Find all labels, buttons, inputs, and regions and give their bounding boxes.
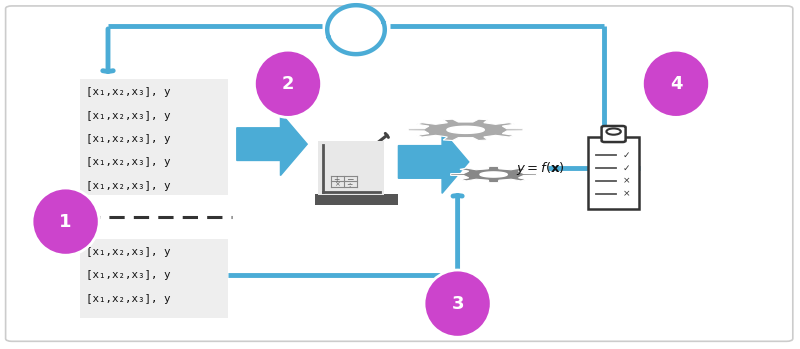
Text: 4: 4 <box>670 75 682 93</box>
FancyBboxPatch shape <box>318 141 384 195</box>
Text: ✓: ✓ <box>622 151 630 160</box>
Text: [x₁,x₂,x₃], y: [x₁,x₂,x₃], y <box>86 181 171 191</box>
Circle shape <box>606 128 621 135</box>
Polygon shape <box>237 113 307 176</box>
Text: [x₁,x₂,x₃], y: [x₁,x₂,x₃], y <box>86 247 171 257</box>
Text: ✓: ✓ <box>622 164 630 173</box>
Ellipse shape <box>424 270 491 337</box>
FancyBboxPatch shape <box>80 239 228 318</box>
Text: [x₁,x₂,x₃], y: [x₁,x₂,x₃], y <box>86 294 171 304</box>
Polygon shape <box>408 119 523 141</box>
Text: −: − <box>346 174 354 184</box>
Ellipse shape <box>32 188 99 255</box>
Text: $y = \mathit{f}(\mathbf{x})$: $y = \mathit{f}(\mathbf{x})$ <box>516 160 565 177</box>
Text: [x₁,x₂,x₃], y: [x₁,x₂,x₃], y <box>86 111 171 121</box>
Text: [x₁,x₂,x₃], y: [x₁,x₂,x₃], y <box>86 157 171 167</box>
FancyBboxPatch shape <box>315 194 398 205</box>
Polygon shape <box>398 131 469 193</box>
Text: [x₁,x₂,x₃], y: [x₁,x₂,x₃], y <box>86 88 171 97</box>
Text: [x₁,x₂,x₃], y: [x₁,x₂,x₃], y <box>86 134 171 144</box>
Polygon shape <box>450 166 537 183</box>
Polygon shape <box>480 172 507 177</box>
FancyBboxPatch shape <box>602 126 626 142</box>
Text: 1: 1 <box>59 213 72 231</box>
Ellipse shape <box>642 50 710 117</box>
Text: 3: 3 <box>451 295 464 313</box>
Text: ×: × <box>622 190 630 199</box>
Text: +: + <box>334 174 340 184</box>
Text: ×: × <box>334 181 339 188</box>
Text: [x₁,x₂,x₃], y: [x₁,x₂,x₃], y <box>86 270 171 280</box>
FancyBboxPatch shape <box>6 6 793 341</box>
Polygon shape <box>447 126 484 133</box>
Text: 2: 2 <box>282 75 294 93</box>
FancyBboxPatch shape <box>80 79 228 195</box>
Text: ÷: ÷ <box>346 180 353 189</box>
Ellipse shape <box>254 50 322 117</box>
FancyBboxPatch shape <box>588 137 639 209</box>
Text: ×: × <box>622 177 630 186</box>
